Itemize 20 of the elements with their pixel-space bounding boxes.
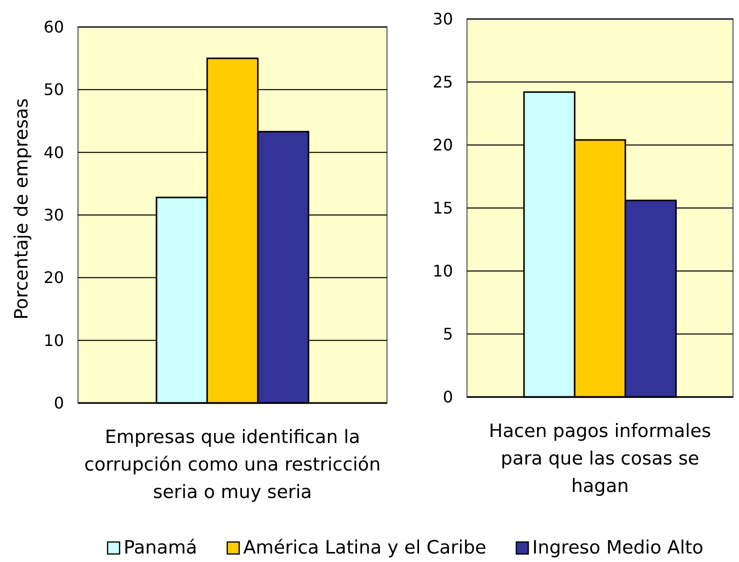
y-tick-label: 5 <box>442 324 453 344</box>
x-tick-label: Hacen pagos informales para que las cosas se hagan <box>488 421 712 497</box>
y-tick-label: 30 <box>44 206 64 224</box>
y-tick-label: 20 <box>44 268 64 288</box>
y-tick-label: 10 <box>432 262 453 280</box>
y-tick-label: 25 <box>432 72 453 92</box>
y-tick-label: 10 <box>44 330 64 350</box>
y-axis-title: Porcentaje de empresas <box>12 98 32 320</box>
y-tick-label: 50 <box>44 80 64 100</box>
y-tick-label: 20 <box>432 136 453 154</box>
y-tick-label: 30 <box>432 10 453 28</box>
y-tick-label: 0 <box>442 388 453 406</box>
legend-label: Ingreso Medio Alto <box>532 538 704 558</box>
y-tick-label: 0 <box>54 394 64 412</box>
x-tick-label: Empresas que identifican la corrupción como una restricción seria o muy seria <box>84 427 381 503</box>
y-tick-label: 15 <box>432 198 453 218</box>
y-tick-label: 60 <box>44 18 64 36</box>
legend-label: Panamá <box>124 538 198 558</box>
y-tick-label: 40 <box>44 142 64 162</box>
legend-label: América Latina y el Caribe <box>243 538 486 558</box>
